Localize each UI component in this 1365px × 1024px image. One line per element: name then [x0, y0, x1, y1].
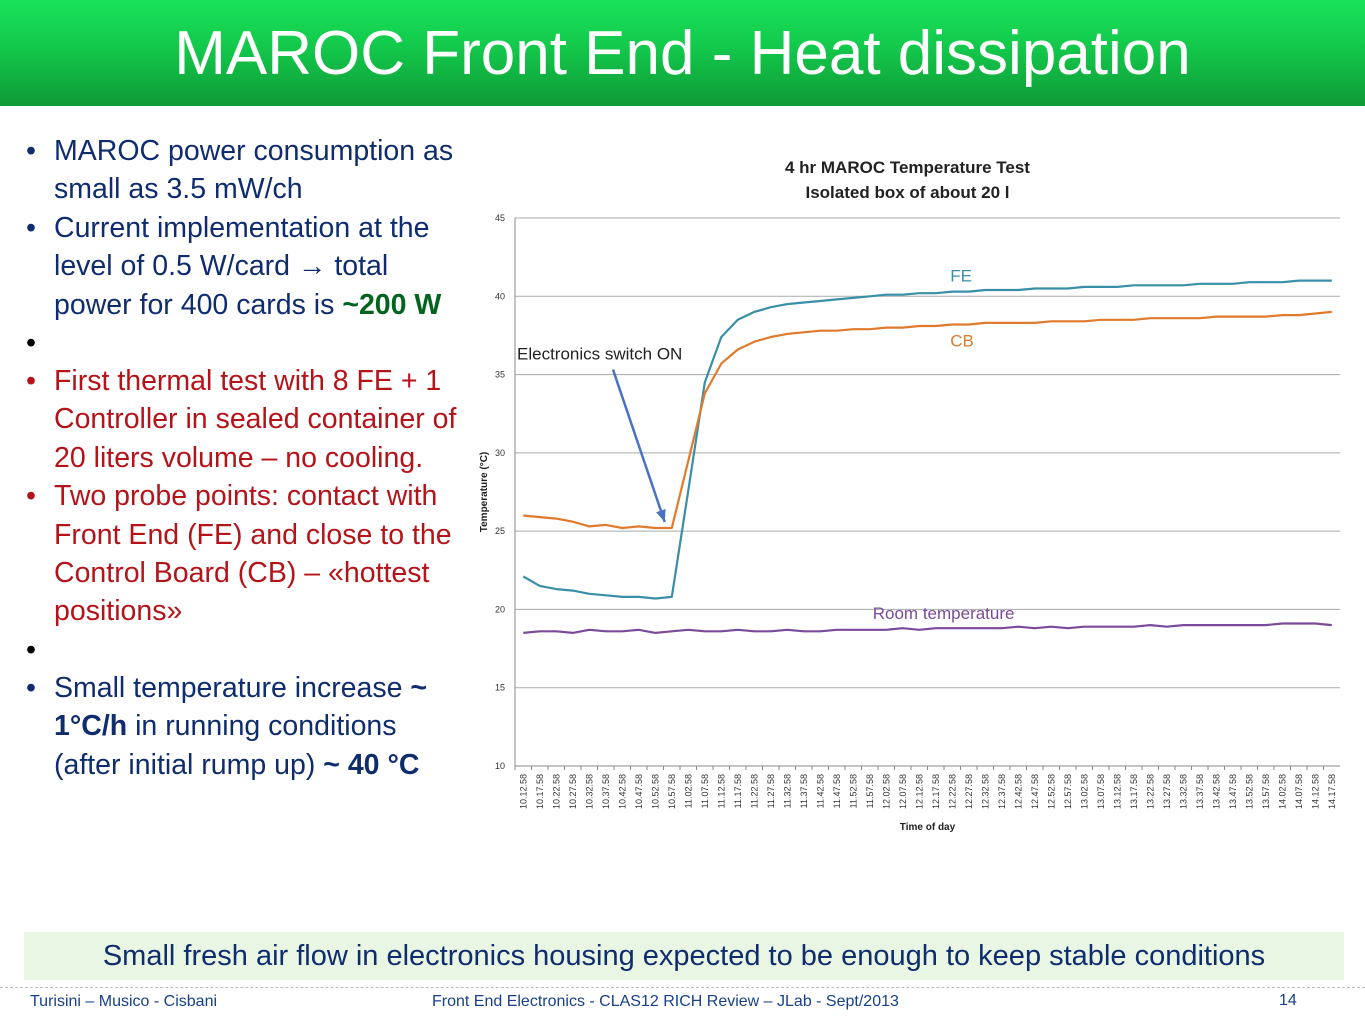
x-tick-label: 10.47.58: [634, 774, 644, 809]
x-tick-label: 13.42.58: [1211, 774, 1221, 809]
x-tick-label: 11.27.58: [766, 774, 776, 808]
temperature-chart: 4 hr MAROC Temperature Test Isolated box …: [479, 158, 1340, 833]
x-tick-label: 10.37.58: [601, 774, 611, 809]
x-tick-label: 11.42.58: [815, 774, 825, 808]
x-tick-label: 10.57.58: [667, 774, 677, 809]
annotation-arrowhead: [656, 509, 666, 523]
x-tick-label: 11.17.58: [733, 774, 743, 808]
x-tick-label: 12.12.58: [914, 774, 924, 809]
x-tick-label: 13.12.58: [1112, 774, 1122, 809]
chart-subtitle: Isolated box of about 20 l: [805, 183, 1009, 202]
x-tick-label: 12.42.58: [1013, 774, 1023, 809]
x-tick-label: 12.22.58: [947, 774, 957, 809]
y-tick-label: 35: [495, 370, 505, 380]
x-tick-label: 12.02.58: [881, 774, 891, 809]
annotation-arrow-line: [611, 369, 666, 523]
x-tick-label: 11.22.58: [749, 774, 759, 808]
bullet-text: MAROC power consumption as small as 3.5 …: [54, 135, 454, 206]
x-tick-label: 11.32.58: [782, 774, 792, 808]
page-number: 14: [1279, 992, 1297, 1009]
x-tick-label: 11.52.58: [848, 774, 858, 808]
series-fe-line: [522, 279, 1332, 600]
series-room-label: Room temperature: [873, 604, 1015, 623]
x-tick-label: 14.02.58: [1277, 774, 1287, 809]
bullet-current-implementation: Current implementation at the level of 0…: [24, 209, 464, 324]
bullet-spacer: [24, 631, 464, 669]
bullet-highlight: ~ 40 °C: [323, 748, 420, 781]
x-tick-label: 14.17.58: [1327, 774, 1337, 809]
bullet-list: MAROC power consumption as small as 3.5 …: [24, 132, 464, 784]
series-fe-label: FE: [950, 267, 972, 286]
y-axis-label: Temperature (°C): [479, 452, 490, 533]
bullet-text: Two probe points: contact with Front End…: [54, 480, 452, 628]
bullet-probe-points: Two probe points: contact with Front End…: [24, 477, 464, 631]
y-tick-label: 45: [495, 213, 505, 223]
bullet-text: Small temperature increase: [54, 671, 411, 704]
bullet-text: Current implementation at the level of 0…: [54, 211, 430, 321]
bullet-spacer: [24, 324, 464, 362]
x-tick-label: 13.17.58: [1129, 774, 1139, 809]
x-tick-label: 11.57.58: [865, 774, 875, 808]
x-tick-label: 11.12.58: [716, 774, 726, 808]
y-tick-label: 30: [495, 448, 505, 458]
x-tick-label: 12.32.58: [980, 774, 990, 809]
x-tick-label: 13.02.58: [1079, 774, 1089, 809]
x-tick-label: 11.07.58: [700, 774, 710, 808]
slide-title: MAROC Front End - Heat dissipation: [174, 19, 1191, 88]
x-axis-label: Time of day: [900, 822, 956, 833]
footer-event: Front End Electronics - CLAS12 RICH Revi…: [432, 993, 899, 1010]
x-tick-label: 14.07.58: [1294, 774, 1304, 809]
x-tick-label: 12.37.58: [997, 774, 1007, 809]
bullet-text: First thermal test with 8 FE + 1 Control…: [54, 365, 457, 474]
x-tick-label: 12.47.58: [1030, 774, 1040, 809]
x-tick-label: 13.47.58: [1228, 774, 1238, 809]
x-tick-label: 11.02.58: [683, 774, 693, 808]
bullet-thermal-test: First thermal test with 8 FE + 1 Control…: [24, 362, 464, 477]
title-bar: MAROC Front End - Heat dissipation: [0, 0, 1365, 106]
bullet-text: in running conditions (after initial rum…: [54, 710, 397, 781]
x-tick-label: 10.22.58: [551, 774, 561, 809]
x-tick-label: 10.42.58: [617, 774, 627, 809]
y-tick-label: 15: [495, 683, 505, 693]
x-tick-label: 10.17.58: [535, 774, 545, 809]
y-tick-label: 10: [495, 761, 505, 771]
x-tick-label: 11.37.58: [799, 774, 809, 808]
bullet-power-consumption: MAROC power consumption as small as 3.5 …: [24, 132, 464, 209]
conclusion-text: Small fresh air flow in electronics hous…: [102, 940, 1266, 972]
series-cb-label: CB: [950, 331, 974, 350]
x-tick-label: 10.12.58: [518, 774, 528, 809]
y-tick-label: 20: [495, 604, 505, 614]
x-tick-label: 13.57.58: [1261, 774, 1271, 809]
switch-on-annotation: Electronics switch ON: [517, 345, 682, 364]
chart-title: 4 hr MAROC Temperature Test: [785, 158, 1030, 177]
bullet-temperature-increase: Small temperature increase ~ 1°C/h in ru…: [24, 669, 464, 784]
x-tick-label: 12.07.58: [898, 774, 908, 809]
x-tick-label: 13.32.58: [1178, 774, 1188, 809]
x-tick-label: 12.52.58: [1046, 774, 1056, 809]
x-tick-label: 12.57.58: [1063, 774, 1073, 809]
y-tick-label: 40: [495, 291, 505, 301]
footer-authors: Turisini – Musico - Cisbani: [30, 993, 218, 1010]
x-tick-label: 13.37.58: [1195, 774, 1205, 809]
x-tick-label: 10.27.58: [568, 774, 578, 809]
x-tick-label: 13.27.58: [1162, 774, 1172, 809]
y-tick-label: 25: [495, 526, 505, 536]
bullet-highlight: ~ 1°C/h: [54, 671, 428, 743]
x-tick-label: 11.47.58: [832, 774, 842, 808]
bullet-highlight: ~200 W: [342, 288, 442, 321]
x-tick-label: 10.52.58: [650, 774, 660, 809]
x-tick-label: 12.27.58: [964, 774, 974, 809]
x-tick-label: 10.32.58: [584, 774, 594, 809]
x-tick-label: 12.17.58: [931, 774, 941, 809]
series-cb-line: [523, 310, 1332, 530]
x-tick-label: 13.22.58: [1145, 774, 1155, 809]
conclusion-box: Small fresh air flow in electronics hous…: [24, 932, 1344, 980]
series-room-line: [523, 622, 1332, 634]
footer-divider: [0, 987, 1365, 988]
x-tick-label: 14.12.58: [1310, 774, 1320, 809]
x-tick-label: 13.52.58: [1244, 774, 1254, 809]
x-tick-label: 13.07.58: [1096, 774, 1106, 809]
